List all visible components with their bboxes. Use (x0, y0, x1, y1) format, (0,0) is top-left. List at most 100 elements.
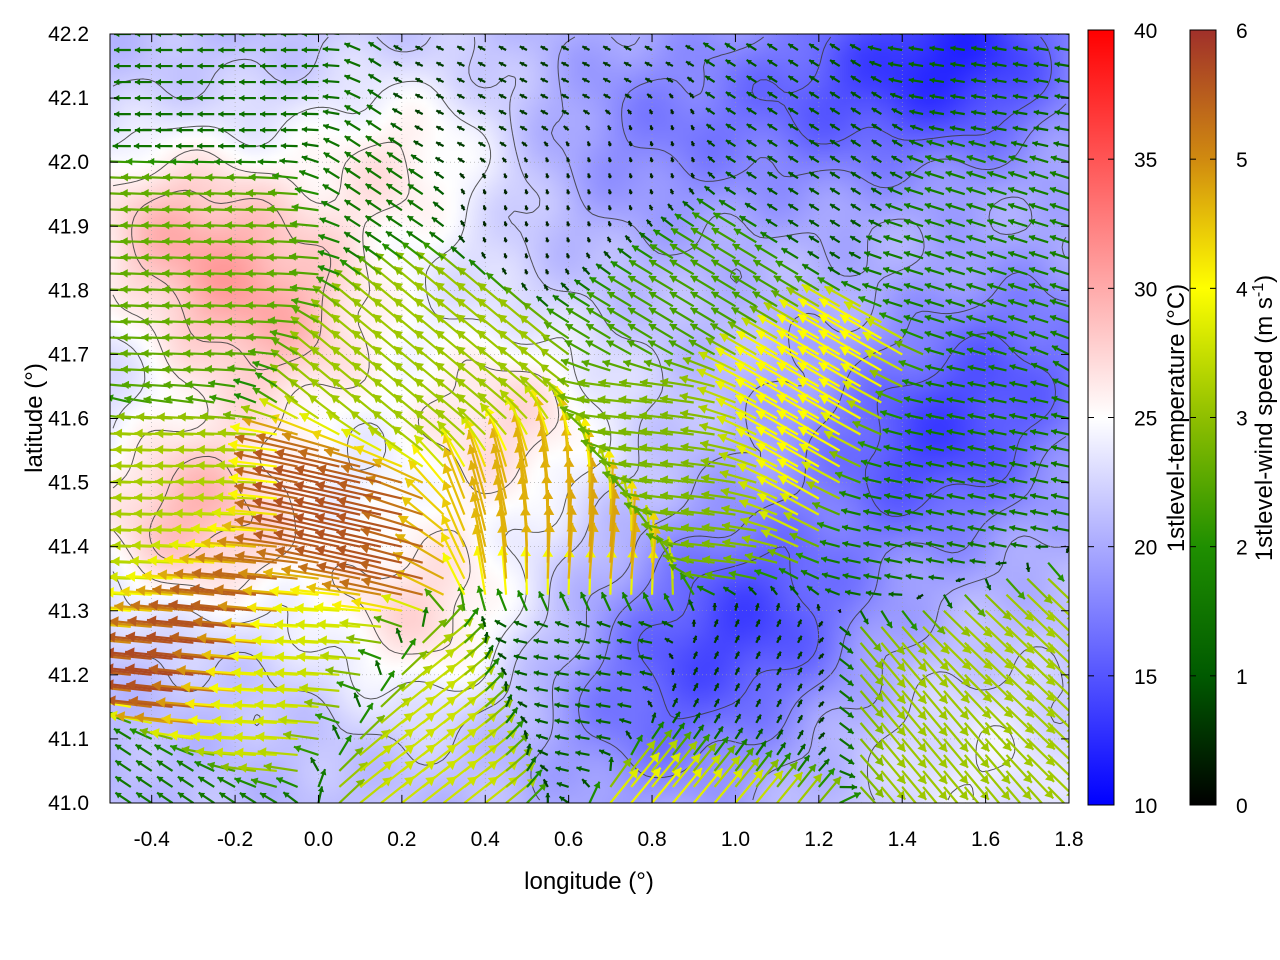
wind-vector (257, 747, 298, 758)
wind-vector (209, 394, 236, 404)
wind-vector (554, 686, 569, 693)
wind-vector (755, 698, 762, 708)
wind-vector (988, 460, 1007, 468)
wind-vector (701, 490, 736, 500)
wind-vector (988, 492, 1007, 500)
wind-vector (758, 510, 799, 532)
wind-vector (253, 667, 298, 679)
wind-vector (904, 460, 924, 468)
wind-vector (816, 521, 841, 532)
wind-vector (581, 778, 591, 788)
wind-vector (925, 428, 945, 436)
wind-vector (879, 409, 903, 420)
wind-vector (170, 583, 236, 596)
wind-vector (338, 734, 353, 756)
wind-vector (963, 674, 993, 703)
wind-vector (230, 422, 277, 436)
wind-vector (942, 594, 953, 609)
wind-vector (819, 539, 840, 548)
wind-vector (135, 585, 194, 596)
wind-vector (967, 541, 986, 548)
wind-vector (124, 647, 194, 660)
wind-vector (679, 572, 695, 596)
wind-vector (221, 520, 277, 532)
wind-vector (198, 791, 215, 803)
wind-vector (110, 305, 111, 307)
wind-vector (598, 749, 611, 756)
wind-vector (608, 756, 615, 772)
wind-vector (331, 724, 341, 740)
wind-vector (574, 638, 590, 644)
wind-vector (234, 498, 298, 516)
wind-vector (554, 638, 569, 644)
wind-vector (580, 438, 611, 452)
wind-vector (719, 469, 757, 484)
wind-vector (925, 492, 945, 500)
wind-vector (988, 541, 1007, 548)
wind-vector (988, 508, 1007, 516)
wind-speed-colorbar-tick-label: 3 (1236, 408, 1248, 431)
wind-vector (110, 394, 132, 404)
wind-vector (660, 491, 694, 501)
wind-vector (574, 686, 590, 693)
wind-vector (233, 466, 298, 484)
y-tick-label: 42.1 (48, 87, 89, 110)
wind-vector (704, 570, 736, 580)
wind-vector (554, 620, 570, 628)
wind-vector (110, 710, 152, 724)
wind-vector (113, 727, 132, 740)
wind-vector (865, 590, 882, 597)
wind-vector (925, 557, 945, 564)
wind-vector (838, 490, 861, 500)
y-tick-label: 41.1 (48, 728, 89, 751)
wind-vector (399, 34, 402, 35)
wind-vector (801, 461, 841, 484)
wind-vector (110, 465, 111, 467)
wind-vector (595, 670, 611, 677)
wind-vector (538, 590, 549, 612)
wind-vector (252, 386, 278, 404)
wind-vector (839, 754, 855, 765)
wind-vector (233, 392, 257, 404)
wind-vector (691, 34, 694, 35)
wind-vector (617, 620, 632, 628)
wind-vector (523, 730, 529, 740)
wind-vector (788, 585, 799, 596)
wind-vector (185, 698, 236, 710)
wind-vector (357, 648, 382, 660)
wind-vector (545, 792, 551, 803)
wind-vector (185, 538, 236, 550)
wind-vector (554, 702, 569, 709)
wind-vector (639, 443, 674, 453)
wind-vector (651, 721, 665, 740)
wind-vector (922, 738, 948, 769)
wind-vector (880, 610, 893, 629)
wind-vector (256, 432, 319, 452)
wind-vector (114, 775, 132, 788)
wind-speed-colorbar-tick-label: 0 (1236, 795, 1248, 818)
wind-vector (713, 768, 744, 803)
wind-vector (283, 730, 319, 741)
wind-vector (609, 757, 632, 788)
wind-vector (692, 635, 698, 644)
wind-vector (862, 476, 882, 484)
wind-vector (838, 641, 854, 655)
wind-vector (721, 504, 757, 516)
wind-vector (838, 625, 852, 637)
wind-vector (216, 536, 277, 548)
wind-vector (642, 591, 654, 612)
wind-vector (722, 538, 757, 548)
wind-vector (967, 396, 986, 404)
wind-vector (336, 680, 361, 692)
wind-vector (984, 593, 1012, 621)
wind-vector (542, 778, 549, 788)
wind-vector (834, 471, 861, 484)
wind-vector (963, 770, 990, 801)
wind-vector (233, 731, 277, 743)
wind-vector (680, 491, 715, 501)
wind-vector (820, 411, 862, 436)
wind-vector (672, 740, 698, 772)
wind-vector (747, 585, 758, 596)
wind-vector (135, 775, 153, 788)
y-tick-label: 42.2 (48, 23, 89, 46)
